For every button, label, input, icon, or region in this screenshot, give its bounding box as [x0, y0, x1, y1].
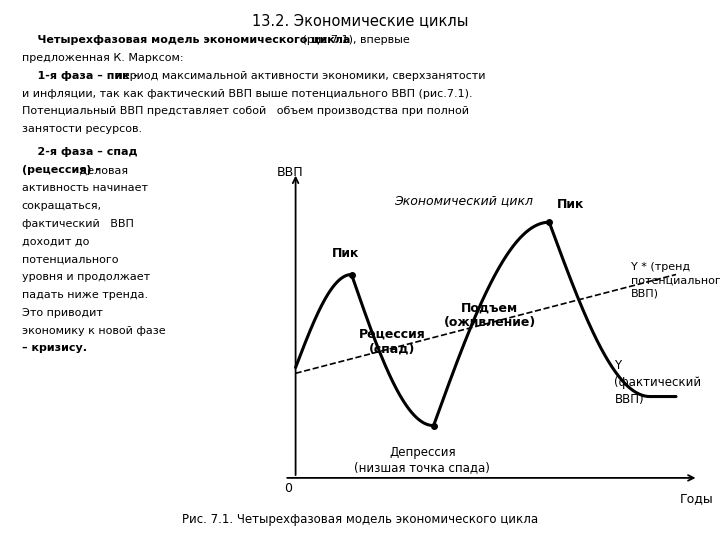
- Text: потенциального: потенциального: [22, 254, 118, 264]
- Text: Это приводит: Это приводит: [22, 308, 102, 318]
- Text: Y
(фактический
ВВП): Y (фактический ВВП): [614, 359, 701, 406]
- Text: Рис. 7.1. Четырехфазовая модель экономического цикла: Рис. 7.1. Четырехфазовая модель экономич…: [182, 514, 538, 526]
- Text: экономику к новой фазе: экономику к новой фазе: [22, 326, 165, 335]
- Text: (рис.7.1), впервые: (рис.7.1), впервые: [299, 35, 410, 45]
- Text: сокращаться,: сокращаться,: [22, 201, 102, 211]
- Text: 13.2. Экономические циклы: 13.2. Экономические циклы: [252, 14, 468, 29]
- Text: доходит до: доходит до: [22, 237, 89, 246]
- Text: Потенциальный ВВП представляет собой   объем производства при полной: Потенциальный ВВП представляет собой объ…: [22, 106, 469, 117]
- Text: падать ниже тренда.: падать ниже тренда.: [22, 290, 148, 300]
- Text: Пик: Пик: [557, 198, 584, 211]
- Text: Рецессия
(спад): Рецессия (спад): [359, 327, 426, 355]
- Text: активность начинает: активность начинает: [22, 183, 148, 193]
- Text: период максимальной активности экономики, сверхзанятости: период максимальной активности экономики…: [112, 71, 485, 81]
- Text: 2-я фаза – спад: 2-я фаза – спад: [22, 147, 137, 157]
- Text: Четырехфазовая модель экономического цикла: Четырехфазовая модель экономического цик…: [22, 35, 350, 45]
- Text: предложенная К. Марксом:: предложенная К. Марксом:: [22, 53, 183, 63]
- Text: Пик: Пик: [332, 247, 359, 260]
- Text: Экономический цикл: Экономический цикл: [394, 194, 533, 207]
- Text: ВВП: ВВП: [276, 166, 303, 179]
- Text: Подъем
(оживление): Подъем (оживление): [444, 301, 536, 329]
- Text: деловая: деловая: [76, 165, 127, 175]
- Text: Депрессия
(низшая точка спада): Депрессия (низшая точка спада): [354, 446, 490, 474]
- Text: фактический   ВВП: фактический ВВП: [22, 219, 133, 228]
- Text: (рецессия) -: (рецессия) -: [22, 165, 99, 175]
- Text: 1-я фаза – пик -: 1-я фаза – пик -: [22, 71, 138, 81]
- Text: Годы: Годы: [680, 492, 714, 505]
- Text: и инфляции, так как фактический ВВП выше потенциального ВВП (рис.7.1).: и инфляции, так как фактический ВВП выше…: [22, 89, 472, 99]
- Text: – кризису.: – кризису.: [22, 343, 86, 353]
- Text: уровня и продолжает: уровня и продолжает: [22, 272, 150, 282]
- Text: занятости ресурсов.: занятости ресурсов.: [22, 124, 142, 134]
- Text: Y * (тренд
потенциального
ВВП): Y * (тренд потенциального ВВП): [631, 262, 720, 299]
- Text: 0: 0: [284, 482, 292, 495]
